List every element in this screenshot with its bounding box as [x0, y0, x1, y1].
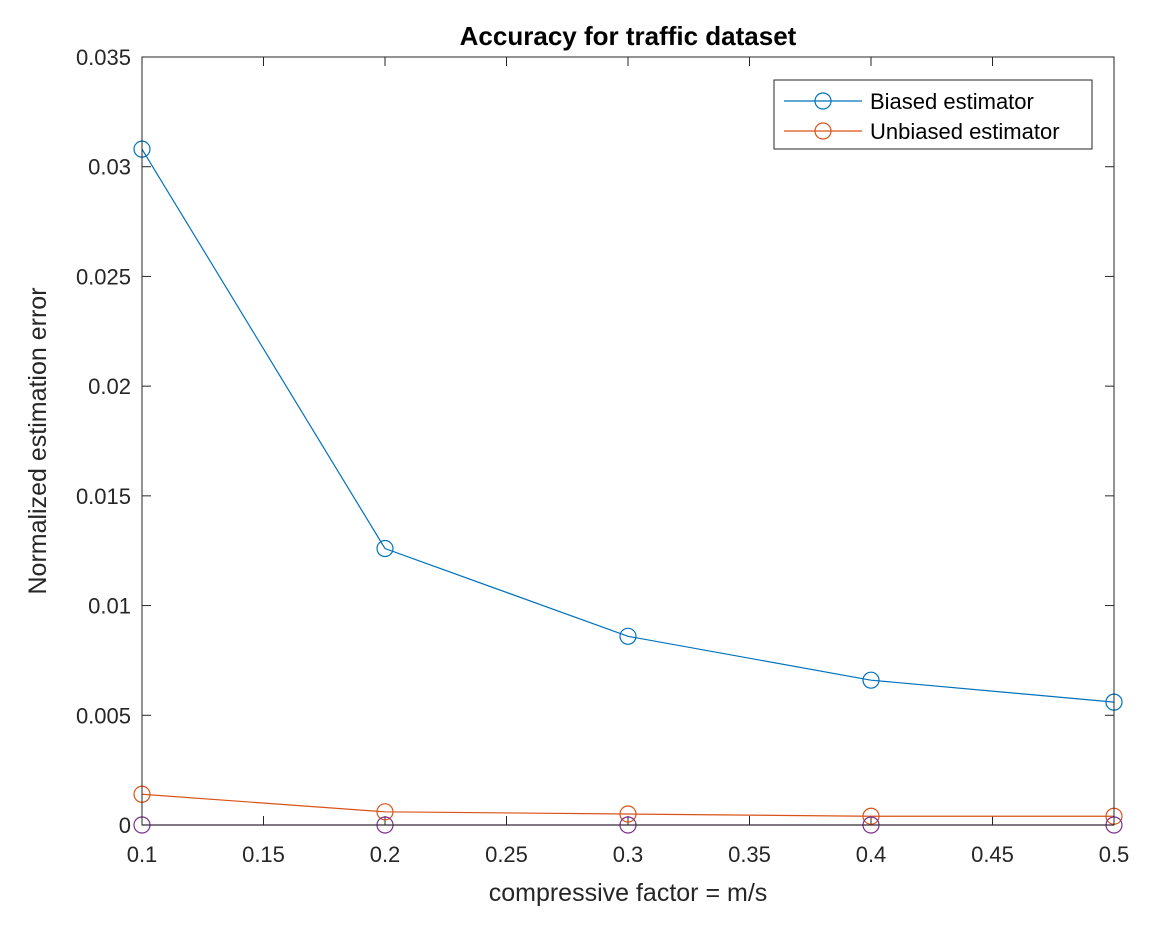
legend-label: Unbiased estimator	[870, 119, 1060, 144]
plot-area	[142, 57, 1114, 825]
y-tick-label: 0.03	[88, 155, 131, 180]
chart-title: Accuracy for traffic dataset	[460, 21, 797, 51]
x-axis-label: compressive factor = m/s	[489, 879, 768, 907]
y-tick-label: 0.025	[76, 264, 131, 289]
series-2-marker	[376, 803, 394, 821]
y-tick-label: 0.02	[88, 374, 131, 399]
legend-label: Biased estimator	[870, 89, 1034, 114]
y-tick-label: 0.015	[76, 484, 131, 509]
series-2-marker	[862, 807, 880, 825]
x-tick-label: 0.15	[242, 842, 285, 867]
axes-frame	[141, 56, 1115, 826]
x-tick-label: 0.45	[971, 842, 1014, 867]
y-tick-label: 0.035	[76, 45, 131, 70]
x-tick-label: 0.3	[613, 842, 644, 867]
y-axis-label: Normalized estimation error	[24, 287, 52, 594]
x-tick-label: 0.35	[728, 842, 771, 867]
series-2-line	[141, 793, 1114, 817]
x-tick-label: 0.4	[856, 842, 887, 867]
series-2-marker	[619, 805, 637, 823]
legend-marker	[814, 92, 832, 110]
y-tick-label: 0.005	[76, 703, 131, 728]
legend-marker	[814, 122, 832, 140]
ticks-layer: 0.1 0.15 0.2 0.25 0.3 0.35 0.4 0.45 0.5 0 0.005 0.0…	[76, 45, 1129, 867]
series-1-marker	[619, 627, 637, 645]
y-tick-label: 0	[119, 813, 131, 838]
legend: Biased estimator Unbiased estimator	[773, 79, 1093, 150]
series-1-line	[141, 148, 1115, 703]
x-tick-label: 0.5	[1099, 842, 1130, 867]
x-tick-label: 0.25	[485, 842, 528, 867]
series-1-marker	[862, 671, 880, 689]
x-tick-label: 0.1	[127, 842, 158, 867]
x-tick-label: 0.2	[370, 842, 401, 867]
y-tick-label: 0.01	[88, 594, 131, 619]
series-1-marker	[376, 539, 394, 558]
